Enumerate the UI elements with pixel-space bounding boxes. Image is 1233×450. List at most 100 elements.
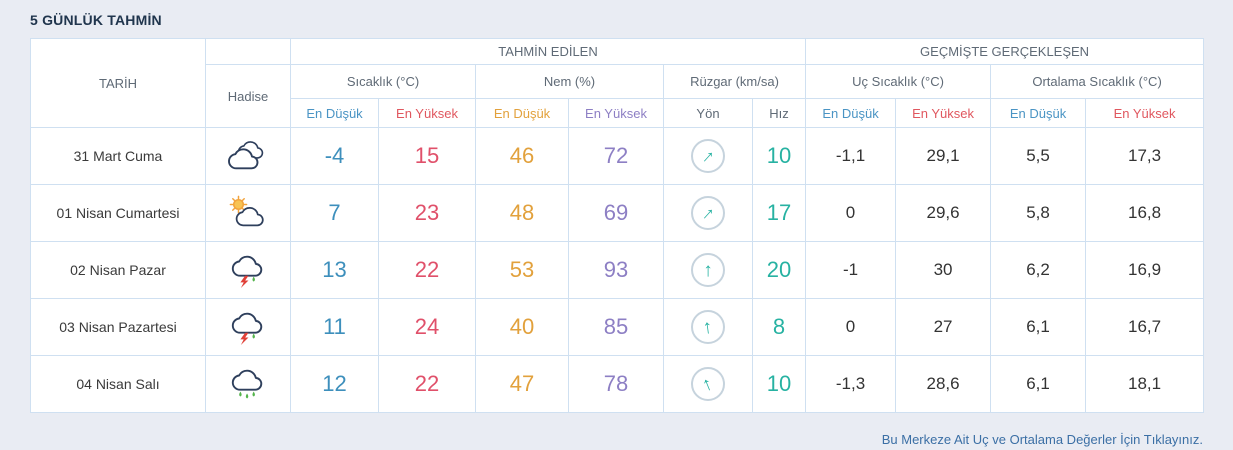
past-average-max-value: 17,3 <box>1085 127 1205 185</box>
arrow-up-icon: ↑ <box>698 145 720 168</box>
wind-speed-value: 8 <box>751 298 807 356</box>
temp-max-value: 23 <box>378 184 476 242</box>
past-extreme-max-value: 29,1 <box>895 127 992 185</box>
subheader-humidity-max: En Yüksek <box>568 98 664 128</box>
header-category-row: Hadise Sıcaklık (°C) Nem (%) Rüzgar (km/… <box>31 64 1205 128</box>
temp-min-value: 7 <box>290 184 379 242</box>
humidity-min-value: 47 <box>475 355 569 413</box>
date-label: 31 Mart Cuma <box>30 127 206 185</box>
subheader-extreme-min: En Düşük <box>805 98 897 128</box>
past-extreme-min-value: -1 <box>805 241 897 299</box>
humidity-min-value: 53 <box>475 241 569 299</box>
temp-max-value: 24 <box>378 298 476 356</box>
wind-direction-badge: ↑ <box>691 253 725 287</box>
forecast-row: 04 Nisan Salı 12 22 47 78 ↑ 10 -1,3 28,6… <box>30 355 1205 413</box>
arrow-up-icon: ↑ <box>699 372 716 396</box>
temp-max-value: 15 <box>378 127 476 185</box>
wind-direction-cell: ↑ <box>663 241 753 299</box>
subheader-wind-direction: Yön <box>663 98 753 128</box>
humidity-max-value: 93 <box>568 241 664 299</box>
past-average-min-value: 5,5 <box>990 127 1087 185</box>
column-header-average-temp: Ortalama Sıcaklık (°C) <box>990 64 1205 99</box>
subheader-humidity-min: En Düşük <box>475 98 569 128</box>
date-label: 01 Nisan Cumartesi <box>30 184 206 242</box>
past-average-min-value: 6,2 <box>990 241 1087 299</box>
column-header-humidity: Nem (%) <box>475 64 664 99</box>
temp-min-value: 11 <box>290 298 379 356</box>
temp-max-value: 22 <box>378 241 476 299</box>
past-extreme-max-value: 29,6 <box>895 184 992 242</box>
temp-min-value: -4 <box>290 127 379 185</box>
temp-min-value: 13 <box>290 241 379 299</box>
past-average-max-value: 16,7 <box>1085 298 1205 356</box>
weather-condition-cell <box>205 241 291 299</box>
wind-speed-value: 10 <box>751 355 807 413</box>
wind-direction-cell: ↑ <box>663 127 753 185</box>
column-header-condition: Hadise <box>205 64 291 128</box>
past-extreme-min-value: -1,3 <box>805 355 897 413</box>
weather-condition-cell <box>205 298 291 356</box>
forecast-row: 31 Mart Cuma -4 15 46 72 ↑ 10 -1,1 29,1 … <box>30 127 1205 185</box>
past-extreme-max-value: 30 <box>895 241 992 299</box>
wind-direction-cell: ↑ <box>663 355 753 413</box>
thunderstorm-icon <box>225 251 271 289</box>
extreme-values-link[interactable]: Bu Merkeze Ait Uç ve Ortalama Değerler İ… <box>881 432 1203 447</box>
weather-condition-cell <box>205 127 291 185</box>
past-extreme-max-value: 28,6 <box>895 355 992 413</box>
header-group-row: TARİH TAHMİN EDİLEN GEÇMİŞTE GERÇEKLEŞEN <box>30 38 1205 128</box>
humidity-max-value: 72 <box>568 127 664 185</box>
humidity-max-value: 85 <box>568 298 664 356</box>
temp-max-value: 22 <box>378 355 476 413</box>
subheader-wind-speed: Hız <box>751 98 807 128</box>
temp-min-value: 12 <box>290 355 379 413</box>
partly-sunny-icon <box>225 194 271 232</box>
past-average-min-value: 6,1 <box>990 355 1087 413</box>
subheader-temp-min: En Düşük <box>290 98 379 128</box>
column-header-wind: Rüzgar (km/sa) <box>662 64 807 99</box>
column-header-date: TARİH <box>30 38 206 128</box>
weather-condition-cell <box>205 355 291 413</box>
header-spacer <box>205 38 291 65</box>
past-extreme-min-value: 0 <box>805 184 897 242</box>
past-extreme-min-value: -1,1 <box>805 127 897 185</box>
forecast-row: 01 Nisan Cumartesi 7 23 48 69 ↑ 17 0 29,… <box>30 184 1205 242</box>
arrow-up-icon: ↑ <box>703 259 713 281</box>
humidity-max-value: 78 <box>568 355 664 413</box>
subheader-temp-max: En Yüksek <box>378 98 476 128</box>
date-label: 02 Nisan Pazar <box>30 241 206 299</box>
wind-speed-value: 20 <box>751 241 807 299</box>
subheader-average-min: En Düşük <box>990 98 1087 128</box>
group-header-past: GEÇMİŞTE GERÇEKLEŞEN <box>805 38 1205 65</box>
subheader-extreme-max: En Yüksek <box>895 98 992 128</box>
past-extreme-max-value: 27 <box>895 298 992 356</box>
forecast-row: 03 Nisan Pazartesi 11 24 40 85 ↑ 8 0 27 … <box>30 298 1205 356</box>
wind-direction-cell: ↑ <box>663 298 753 356</box>
wind-direction-cell: ↑ <box>663 184 753 242</box>
footer: Bu Merkeze Ait Uç ve Ortalama Değerler İ… <box>30 431 1203 449</box>
wind-direction-badge: ↑ <box>691 139 725 173</box>
forecast-row: 02 Nisan Pazar 13 22 53 93 ↑ 20 -1 30 6,… <box>30 241 1205 299</box>
page-title: 5 GÜNLÜK TAHMİN <box>30 12 162 28</box>
wind-speed-value: 17 <box>751 184 807 242</box>
arrow-up-icon: ↑ <box>701 315 715 339</box>
past-average-max-value: 18,1 <box>1085 355 1205 413</box>
weather-condition-cell <box>205 184 291 242</box>
column-header-extreme-temp: Uç Sıcaklık (°C) <box>805 64 992 99</box>
group-header-forecast: TAHMİN EDİLEN <box>289 38 807 65</box>
past-average-min-value: 6,1 <box>990 298 1087 356</box>
wind-speed-value: 10 <box>751 127 807 185</box>
arrow-up-icon: ↑ <box>698 202 720 225</box>
past-average-max-value: 16,9 <box>1085 241 1205 299</box>
past-extreme-min-value: 0 <box>805 298 897 356</box>
thunderstorm-icon <box>225 308 271 346</box>
past-average-min-value: 5,8 <box>990 184 1087 242</box>
column-header-temperature: Sıcaklık (°C) <box>290 64 476 99</box>
humidity-min-value: 40 <box>475 298 569 356</box>
wind-direction-badge: ↑ <box>691 196 725 230</box>
humidity-min-value: 48 <box>475 184 569 242</box>
wind-direction-badge: ↑ <box>691 367 725 401</box>
forecast-table: TARİH TAHMİN EDİLEN GEÇMİŞTE GERÇEKLEŞEN… <box>30 38 1205 413</box>
rain-icon <box>225 365 271 403</box>
past-average-max-value: 16,8 <box>1085 184 1205 242</box>
date-label: 03 Nisan Pazartesi <box>30 298 206 356</box>
